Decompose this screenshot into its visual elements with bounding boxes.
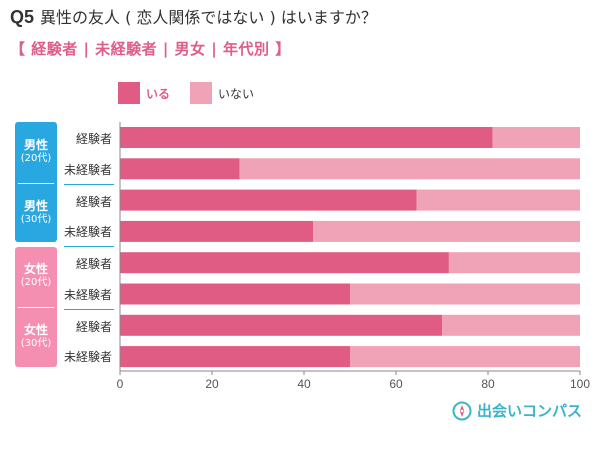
bar-iru (120, 158, 240, 180)
row-label: 未経験者 (63, 225, 112, 239)
row-label: 経験者 (75, 257, 112, 271)
bar-inai (239, 158, 580, 180)
group-divider-female (18, 307, 54, 308)
row-label: 未経験者 (63, 288, 112, 302)
page-title: Q5 異性の友人 ( 恋人関係ではない ) はいますか？ (10, 4, 377, 28)
legend-item-inai: いない (190, 82, 254, 104)
question-text: 異性の友人 ( 恋人関係ではない ) はいますか？ (40, 8, 377, 27)
bar-inai (448, 252, 580, 274)
row-separator (64, 309, 114, 310)
compass-icon (452, 401, 472, 420)
bar-iru (120, 283, 350, 305)
brand-name: 出会いコンパス (477, 402, 583, 420)
legend-label-inai: いない (218, 86, 255, 101)
legend-swatch-inai (190, 82, 213, 104)
row-separator (64, 184, 114, 185)
group-label-male-20s: 男性 (20代) (20, 138, 52, 164)
legend-swatch-iru (118, 82, 140, 104)
bar-inai (442, 314, 580, 336)
row-label: 未経験者 (63, 163, 112, 177)
row-label: 経験者 (75, 132, 112, 146)
bar-iru (120, 127, 493, 148)
group-divider-male (18, 183, 54, 184)
bar-iru (120, 252, 449, 274)
group-label-male-30s: 男性 (30代) (20, 199, 52, 225)
legend: いる いない (118, 82, 274, 104)
bar-iru (120, 314, 442, 336)
row-label: 未経験者 (63, 350, 112, 364)
bar-inai (492, 127, 580, 148)
bar-inai (313, 220, 580, 242)
group-box-male (15, 122, 57, 242)
row-label: 経験者 (75, 195, 112, 209)
x-tick-label: 0 (117, 377, 124, 391)
row-label: 経験者 (75, 320, 112, 334)
bar-inai (350, 346, 580, 368)
row-separator (64, 246, 114, 247)
bar-inai (350, 283, 580, 305)
x-tick-label: 100 (570, 377, 590, 391)
question-number: Q5 (10, 7, 35, 27)
legend-label-iru: いる (146, 86, 171, 101)
bar-inai (416, 189, 580, 211)
bar-iru (120, 346, 350, 368)
x-tick-label: 40 (297, 377, 311, 391)
x-tick-label: 20 (205, 377, 219, 391)
legend-item-iru: いる (118, 82, 170, 104)
x-tick-label: 80 (481, 377, 495, 391)
bar-iru (120, 220, 314, 242)
brand-logo: 出会いコンパス (452, 400, 582, 421)
x-tick-label: 60 (389, 377, 403, 391)
group-label-female-30s: 女性 (30代) (20, 323, 52, 349)
group-label-female-20s: 女性 (20代) (20, 262, 52, 288)
bar-iru (120, 189, 417, 211)
subtitle: 【 経験者 | 未経験者 | 男女 | 年代別 】 (10, 40, 291, 58)
